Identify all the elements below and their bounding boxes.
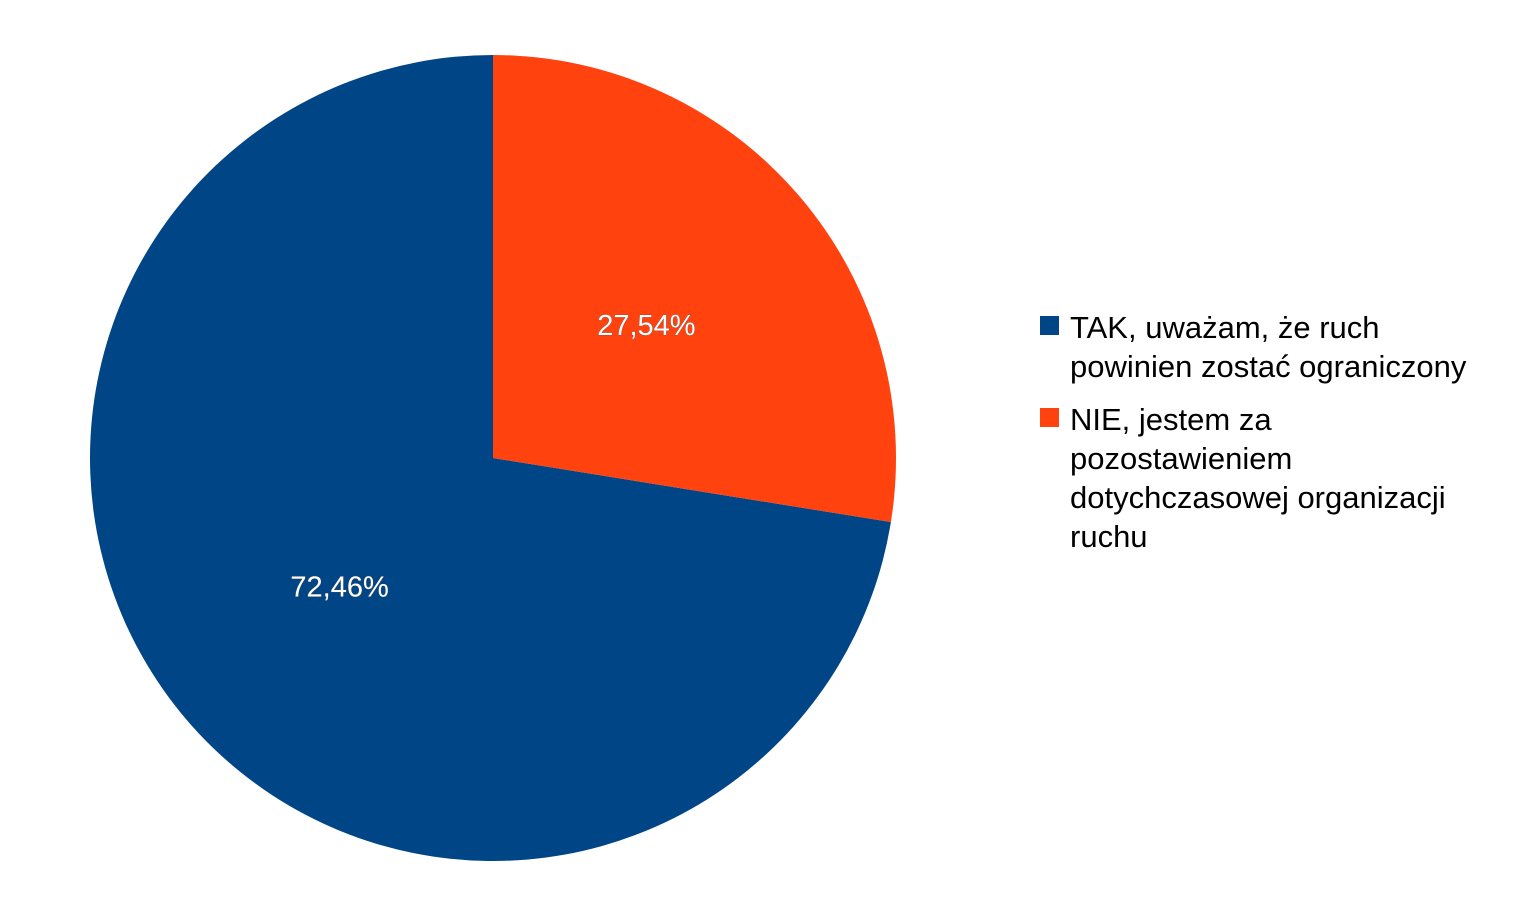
legend: TAK, uważam, że ruch powinien zostać ogr… [1040,308,1500,570]
value-label: 72,46% [290,571,388,603]
legend-swatch [1040,316,1059,335]
value-label: 27,54% [597,310,695,342]
legend-label: NIE, jestem za pozostawieniem dotychczas… [1070,402,1446,554]
legend-item: TAK, uważam, że ruch powinien zostać ogr… [1040,308,1500,386]
legend-item: NIE, jestem za pozostawieniem dotychczas… [1040,400,1500,556]
pie-slice [493,55,897,523]
pie-slice [89,55,891,861]
legend-swatch [1040,408,1059,427]
legend-label: TAK, uważam, że ruch powinien zostać ogr… [1070,310,1467,384]
